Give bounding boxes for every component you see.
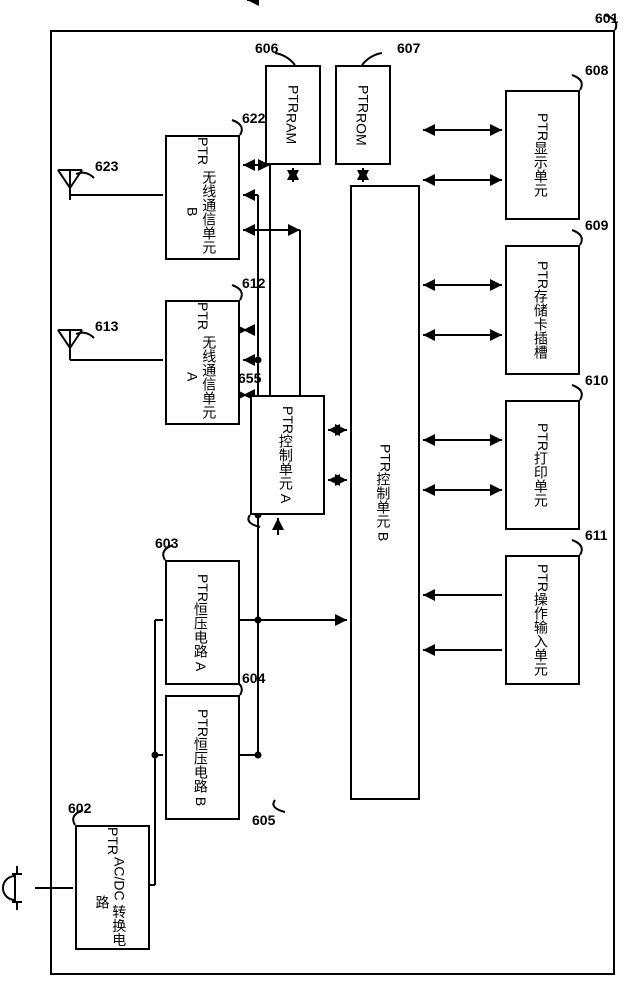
block-rom: PTRROM: [335, 65, 391, 165]
block-wcomB: PTR无线通信单元 B: [165, 135, 240, 260]
block-opin-l1: PTR: [534, 564, 551, 592]
ref-607: 607: [397, 40, 420, 56]
block-wcomA-l1: PTR: [194, 302, 211, 330]
block-ctrlB-l2: 控制单元 B: [375, 472, 392, 541]
block-disp-l1: PTR: [534, 113, 551, 141]
block-cvA: PTR恒压电路 A: [165, 560, 240, 685]
block-cvB-l2: 恒压电路 B: [192, 737, 209, 806]
ref-622: 622: [242, 110, 265, 126]
block-print-l1: PTR: [534, 423, 551, 451]
block-ctrlA-l1: PTR: [279, 406, 296, 434]
ref-604: 604: [242, 670, 265, 686]
block-ctrlA: PTR控制单元 A: [250, 395, 325, 515]
block-disp: PTR显示单元: [505, 90, 580, 220]
block-rom-l1: PTR: [355, 85, 372, 113]
ref-611: 611: [585, 527, 608, 543]
block-wcomB-l1: PTR: [194, 137, 211, 165]
block-wcomA-l2: 无线通信单元 A: [184, 330, 218, 423]
block-cvA-l2: 恒压电路 A: [192, 602, 209, 671]
block-acdc-l1: PTR: [104, 827, 121, 855]
ref-612: 612: [242, 275, 265, 291]
block-slot: PTR存储卡插槽: [505, 245, 580, 375]
block-acdc: PTRAC/DC 转换电路: [75, 825, 150, 950]
block-ram-l1: PTR: [285, 85, 302, 113]
block-rom-l2: ROM: [353, 113, 370, 146]
block-wcomB-l2: 无线通信单元 B: [184, 165, 218, 258]
block-ram-l2: RAM: [283, 113, 300, 144]
ref-603: 603: [155, 535, 178, 551]
block-ctrlB-l1: PTR: [377, 444, 394, 472]
ref-608: 608: [585, 62, 608, 78]
ref-605: 605: [252, 812, 275, 828]
ref-623: 623: [95, 158, 118, 174]
block-opin: PTR操作输入单元: [505, 555, 580, 685]
ref-609: 609: [585, 217, 608, 233]
block-slot-l2: 存储卡插槽: [532, 289, 549, 359]
block-cvA-l1: PTR: [194, 574, 211, 602]
block-cvB-l1: PTR: [194, 709, 211, 737]
block-opin-l2: 操作输入单元: [532, 592, 549, 676]
block-print: PTR打印单元: [505, 400, 580, 530]
ref-613: 613: [95, 318, 118, 334]
block-wcomA: PTR无线通信单元 A: [165, 300, 240, 425]
ref-602: 602: [68, 800, 91, 816]
block-print-l2: 打印单元: [532, 451, 549, 507]
block-acdc-l2: AC/DC 转换电路: [94, 855, 128, 948]
block-ram: PTRRAM: [265, 65, 321, 165]
ref-610: 610: [585, 372, 608, 388]
block-cvB: PTR恒压电路 B: [165, 695, 240, 820]
ref-655: 655: [238, 370, 261, 386]
ref-601: 601: [595, 10, 618, 26]
diagram-canvas: 601PTRRAM606PTRROM607PTR控制单元 B605PTRAC/D…: [0, 0, 634, 1000]
block-slot-l1: PTR: [534, 261, 551, 289]
block-ctrlA-l2: 控制单元 A: [277, 434, 294, 503]
block-ctrlB: PTR控制单元 B: [350, 185, 420, 800]
ref-606: 606: [255, 40, 278, 56]
block-disp-l2: 显示单元: [532, 141, 549, 197]
